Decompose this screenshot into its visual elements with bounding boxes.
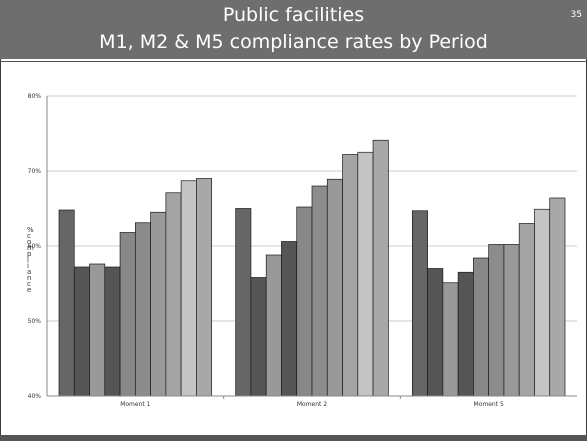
x-category-label: Moment 1 — [120, 401, 150, 408]
bar-chart: 40% 50% 60% 70% 80% Moment 1 Moment 2 Moment 5%… — [27, 93, 577, 408]
slide-title-line1: Public facilities — [222, 4, 365, 26]
bar — [326, 178, 343, 397]
bar — [534, 208, 551, 397]
bar — [250, 277, 267, 397]
title-divider — [0, 61, 587, 62]
bottom-bar — [0, 435, 587, 441]
bar — [89, 263, 106, 397]
bar — [296, 206, 313, 397]
bar — [549, 197, 566, 397]
slide-number: 35 — [570, 10, 582, 20]
bar — [411, 210, 428, 397]
bar — [372, 139, 389, 397]
x-category-label: Moment 5 — [474, 401, 504, 408]
bar — [134, 222, 151, 397]
title-bar: Public facilities M1, M2 & M5 compliance… — [0, 0, 587, 59]
bar — [457, 271, 474, 397]
y-tick-label: 70% — [28, 168, 42, 175]
bar — [180, 180, 197, 397]
bar — [342, 154, 359, 397]
y-tick-label: 50% — [28, 318, 42, 325]
x-category-label: Moment 2 — [297, 401, 327, 408]
bar — [119, 232, 136, 397]
bar — [311, 185, 328, 397]
bar — [165, 192, 182, 397]
axis-layer: 40% 50% 60% 70% 80% Moment 1 Moment 2 Moment 5%… — [27, 93, 577, 408]
bar — [196, 178, 213, 397]
bar — [473, 257, 490, 397]
bar — [58, 209, 75, 397]
bar — [488, 244, 505, 397]
y-tick-label: 80% — [28, 93, 42, 100]
bar — [427, 268, 444, 397]
bar — [104, 266, 121, 397]
bar — [235, 208, 252, 397]
bar — [265, 254, 282, 397]
bar — [357, 151, 374, 397]
slide-title-line2: M1, M2 & M5 compliance rates by Period — [99, 31, 488, 53]
bar — [518, 223, 535, 397]
bars-layer — [58, 139, 566, 397]
bar — [73, 266, 90, 397]
bar — [281, 241, 298, 397]
bar — [442, 282, 459, 397]
y-tick-label: 60% — [28, 243, 42, 250]
bar — [150, 211, 167, 397]
bar — [503, 244, 520, 397]
y-axis-title: % c o m p l i a n c e — [27, 226, 34, 294]
y-tick-label: 40% — [28, 393, 42, 400]
